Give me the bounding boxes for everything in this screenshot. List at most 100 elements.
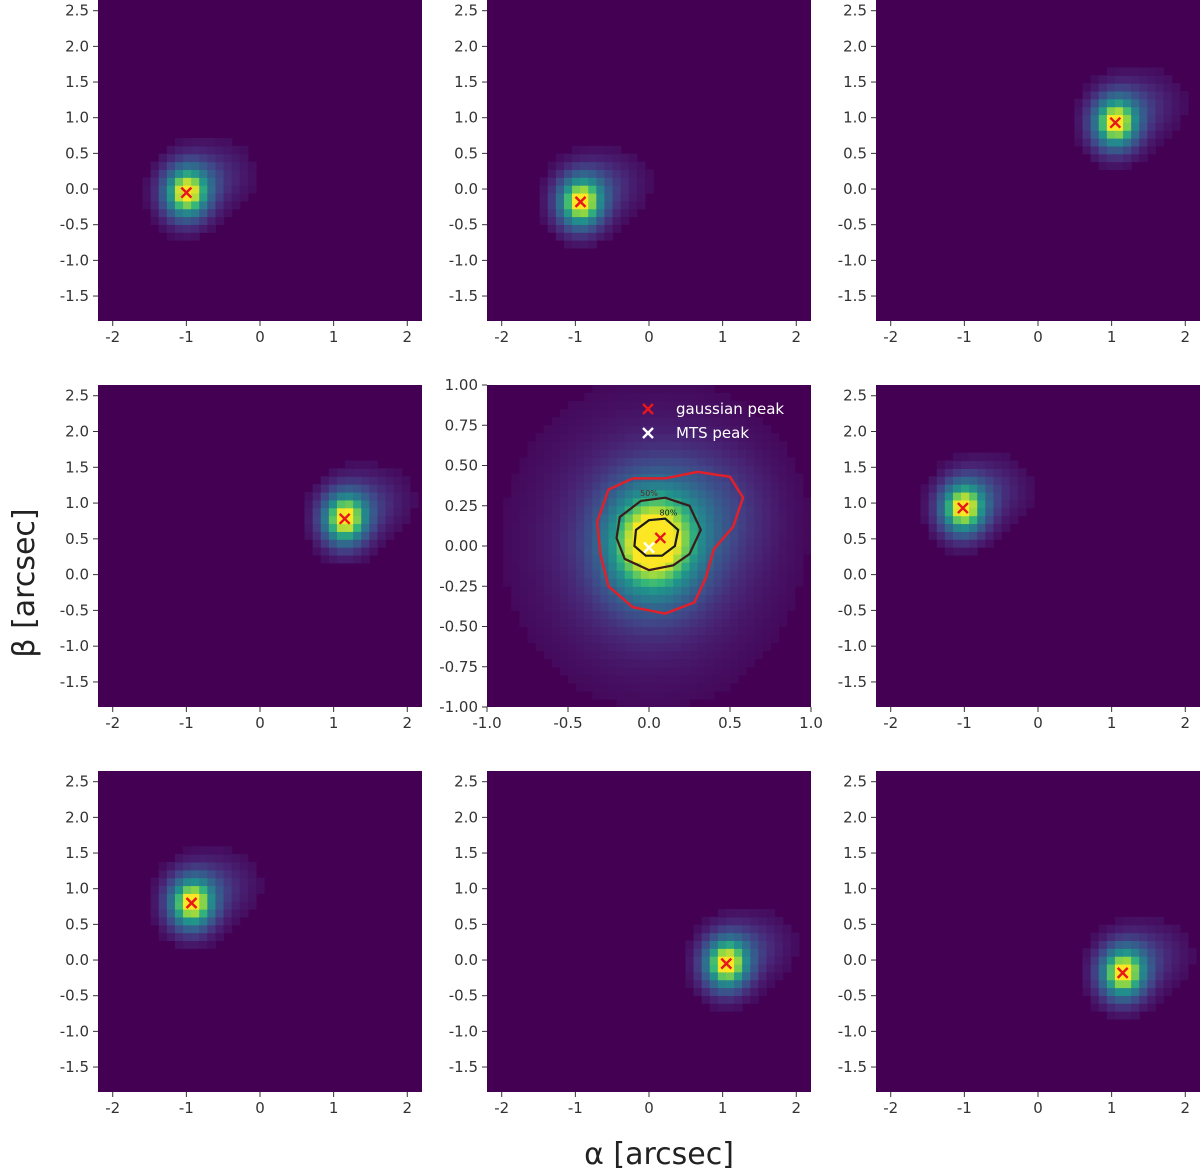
heatmap-cell [215, 169, 225, 178]
heatmap-cell [673, 489, 682, 499]
heatmap-cell [1082, 971, 1092, 981]
heatmap-cell [681, 658, 691, 668]
heatmap-cell [738, 602, 747, 611]
heatmap-cell [746, 546, 755, 555]
heatmap-cell [746, 626, 755, 636]
heatmap-cell [191, 854, 200, 863]
heatmap-cell [223, 169, 233, 178]
heatmap-cell [794, 497, 804, 507]
gaussian-peak-marker [957, 502, 969, 514]
heatmap-cell [717, 924, 727, 934]
heatmap-cell [576, 441, 585, 450]
heatmap-cell [705, 578, 715, 587]
heatmap-cell [1171, 122, 1181, 131]
contour-80 [633, 517, 680, 557]
heatmap-cell [721, 417, 731, 426]
heatmap-cell [1017, 468, 1027, 477]
heatmap-cell [709, 979, 719, 989]
heatmap-cell [620, 200, 630, 210]
heatmap-cell [199, 185, 208, 194]
y-tick-label: -0.5 [838, 987, 867, 1005]
heatmap-cell [750, 916, 759, 926]
heatmap-cell [1098, 963, 1108, 973]
x-tick: 0.0 [637, 707, 661, 732]
heatmap-cell [1025, 499, 1035, 509]
heatmap-cell [616, 650, 626, 660]
heatmap-cell [738, 409, 747, 418]
heatmap-cell [223, 185, 233, 194]
heatmap-cell [247, 901, 257, 910]
heatmap-cell [223, 161, 233, 171]
heatmap-cell [673, 401, 682, 410]
heatmap-cell [568, 602, 577, 611]
heatmap-cell [576, 465, 585, 475]
heatmap-cell [697, 690, 707, 700]
heatmap-cell [1090, 932, 1100, 942]
heatmap-cell [600, 417, 610, 426]
heatmap-cell [600, 626, 610, 636]
heatmap-cell [183, 916, 192, 926]
heatmap-cell [952, 468, 962, 477]
panel-r2-c1: -2 -1 0 1 22.52.01.51.00.50.0-0.5-1.0-1.5 [449, 771, 811, 1117]
heatmap-cell [754, 417, 763, 426]
heatmap-cell [961, 523, 970, 532]
heatmap-cell [770, 513, 780, 523]
heatmap-cell [600, 546, 610, 555]
heatmap-cell [746, 489, 755, 499]
heatmap-cell [616, 449, 626, 459]
heatmap-cell [782, 932, 792, 942]
heatmap-cell [559, 417, 569, 426]
heatmap-cell [1114, 153, 1124, 163]
heatmap-cell [584, 537, 593, 547]
y-tick-label: -0.5 [838, 216, 867, 234]
heatmap-cell [1009, 476, 1019, 485]
y-tick: -1.5 [838, 1058, 876, 1076]
heatmap-cell [738, 417, 747, 426]
heatmap-cell [1155, 924, 1165, 934]
heatmap-cell [580, 153, 589, 163]
heatmap-cell [657, 481, 666, 491]
heatmap-cell [1147, 924, 1157, 934]
heatmap-cell [584, 594, 593, 603]
heatmap-cell [592, 594, 601, 603]
heatmap-cell [770, 481, 780, 491]
heatmap-cell [612, 216, 622, 225]
heatmap-cell [624, 433, 634, 442]
heatmap-cell [620, 192, 630, 202]
heatmap-cell [239, 885, 249, 894]
heatmap-cell [774, 916, 784, 926]
heatmap-cell [705, 634, 715, 644]
heatmap-cell [649, 465, 658, 475]
heatmap-cell [762, 513, 772, 523]
heatmap-cell [770, 521, 780, 531]
heatmap-cell [551, 521, 561, 531]
heatmap-cell [551, 570, 561, 579]
heatmap-cell [782, 940, 792, 949]
heatmap-cell [568, 481, 577, 491]
heatmap-cell [697, 401, 707, 410]
heatmap-cell [649, 401, 658, 410]
heatmap-cell [519, 489, 529, 499]
heatmap-cell [1155, 932, 1165, 942]
heatmap-cell [721, 546, 731, 555]
heatmap-cell [697, 682, 707, 692]
heatmap-cell [592, 602, 601, 611]
heatmap-cell [1179, 98, 1189, 108]
heatmap-cell [385, 484, 395, 493]
contours: 50%80% [595, 470, 745, 615]
heatmap-cell [174, 224, 184, 233]
heatmap-cell [1001, 452, 1011, 462]
heatmap-cell [713, 554, 723, 563]
heatmap-cell [705, 610, 715, 620]
heatmap-cell [158, 869, 168, 879]
heatmap-cell [649, 618, 658, 628]
heatmap-cell [563, 169, 573, 178]
heatmap-cell [709, 1003, 719, 1012]
y-tick: -0.50 [439, 618, 487, 636]
heatmap-cell [576, 417, 585, 426]
x-tick-label: 1 [329, 1099, 339, 1117]
heatmap-cell [681, 441, 691, 450]
y-tick: 2.0 [65, 423, 98, 441]
heatmap-cell [1090, 956, 1100, 965]
heatmap-cell [207, 940, 217, 949]
